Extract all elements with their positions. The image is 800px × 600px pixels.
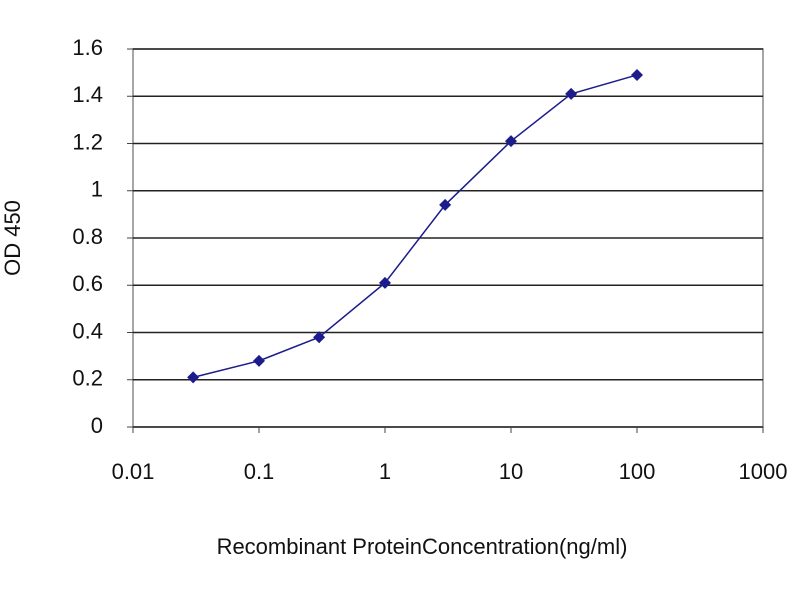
- y-tick-label: 0.8: [72, 224, 103, 249]
- y-tick-label: 1: [91, 177, 103, 202]
- y-tick-label: 1.4: [72, 82, 103, 107]
- y-tick-label: 1.6: [72, 35, 103, 60]
- y-axis-label: OD 450: [0, 200, 25, 276]
- x-tick-label: 100: [619, 459, 656, 484]
- data-line: [192, 74, 638, 379]
- data-point: [505, 135, 517, 148]
- data-point: [253, 354, 265, 367]
- data-point: [439, 198, 452, 211]
- x-tick-label: 0.01: [112, 459, 155, 484]
- x-tick-label: 1000: [739, 459, 788, 484]
- y-tick-label: 1.2: [72, 129, 103, 154]
- data-point: [313, 331, 326, 344]
- x-tick-label: 1: [379, 459, 391, 484]
- y-tick-label: 0.6: [72, 271, 103, 296]
- y-tick-label: 0.2: [72, 366, 103, 391]
- y-tick-label: 0.4: [72, 318, 103, 343]
- data-point: [631, 68, 643, 81]
- x-tick-label: 0.1: [244, 459, 275, 484]
- y-tick-label: 0: [91, 413, 103, 438]
- data-point: [565, 87, 578, 100]
- data-point: [379, 276, 391, 289]
- x-axis-label: Recombinant ProteinConcentration(ng/ml): [217, 534, 628, 559]
- data-point: [187, 371, 200, 384]
- x-tick-label: 10: [499, 459, 523, 484]
